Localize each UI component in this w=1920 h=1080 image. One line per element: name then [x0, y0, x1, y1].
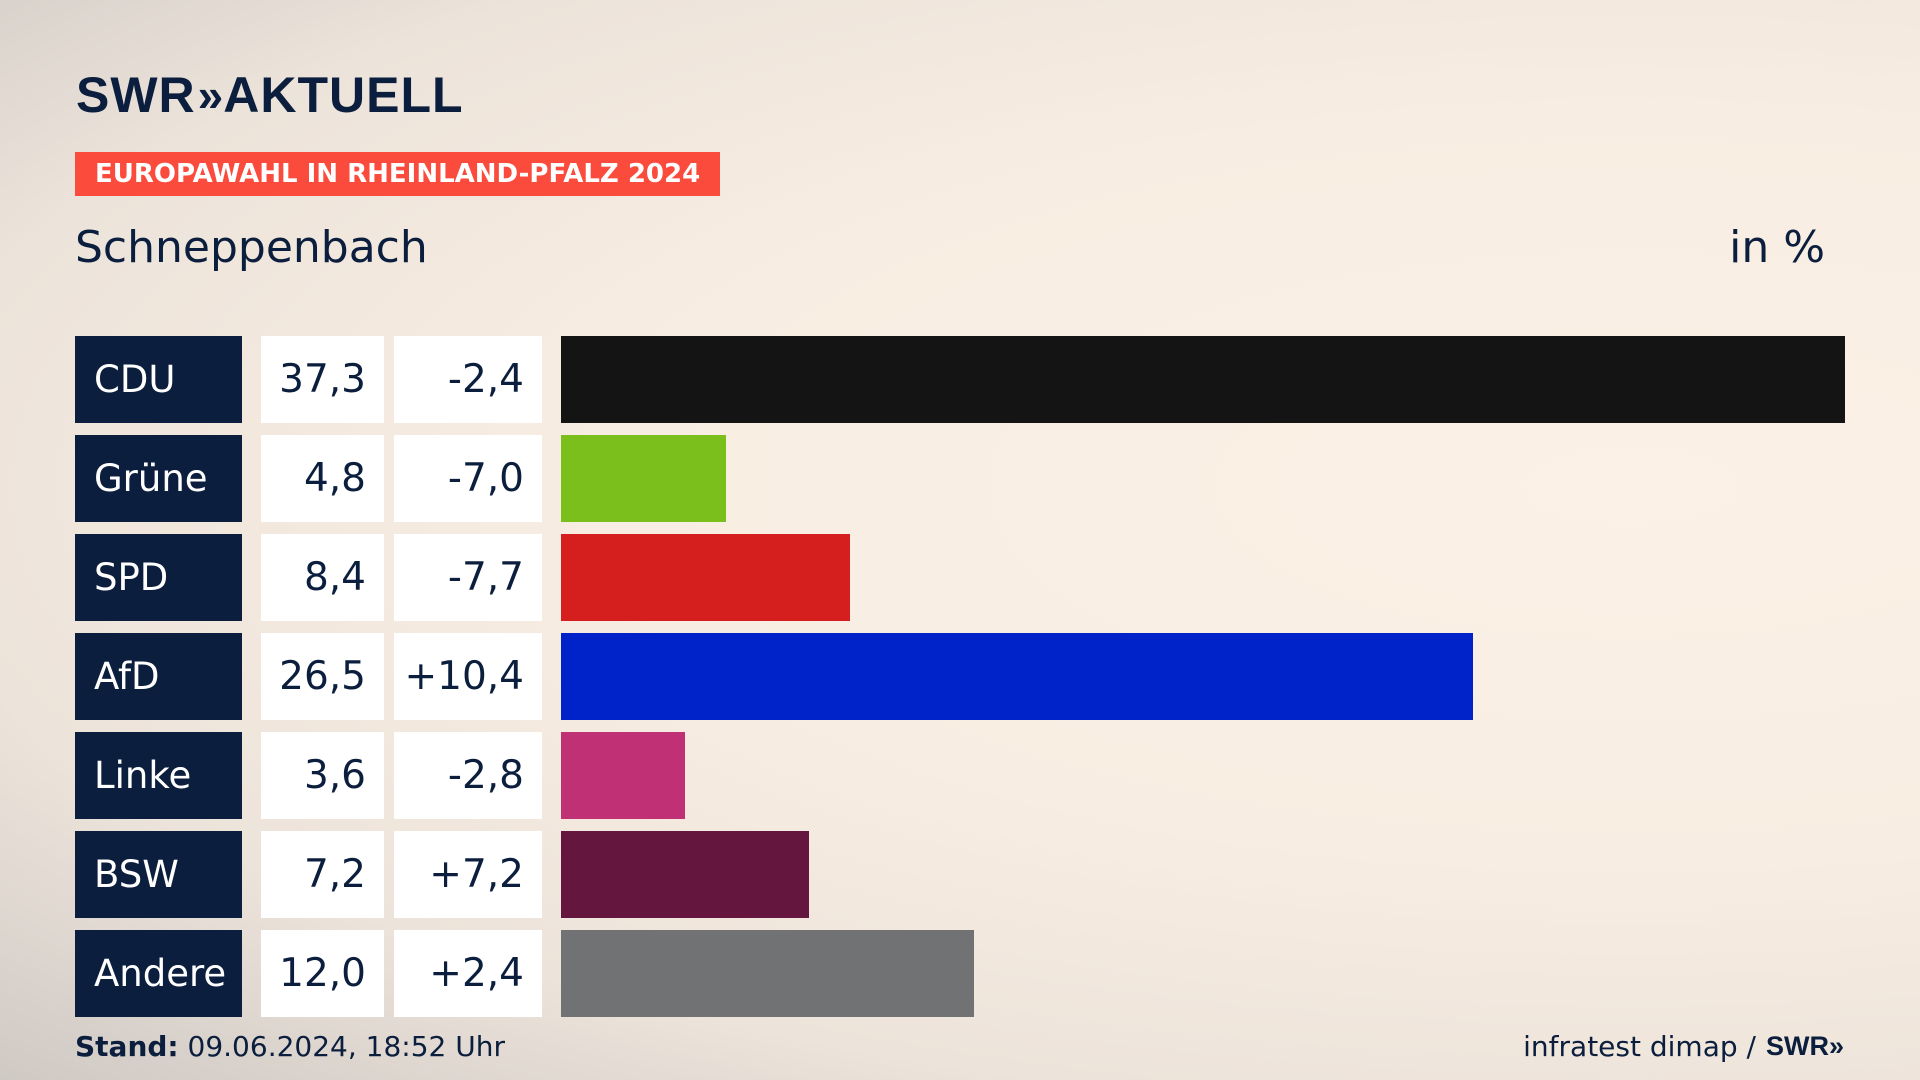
party-label: CDU [75, 336, 242, 423]
logo-aktuell: AKTUELL [223, 67, 464, 123]
vote-share-bar [561, 930, 974, 1017]
vote-change-label: +7,2 [394, 831, 542, 918]
stand-value: 09.06.2024, 18:52 Uhr [187, 1030, 505, 1063]
vote-share-bar [561, 435, 726, 522]
vote-share-label: 12,0 [261, 930, 384, 1017]
source-text: infratest dimap / [1523, 1030, 1756, 1063]
party-row: Linke 3,6 -2,8 [75, 732, 1845, 819]
source-chevron-icon: » [1828, 1031, 1844, 1061]
logo-swr: SWR [76, 67, 196, 123]
unit-label: in % [1729, 222, 1825, 273]
election-badge: EUROPAWAHL IN RHEINLAND-PFALZ 2024 [75, 152, 721, 196]
swr-aktuell-logo: SWR » AKTUELL [76, 66, 464, 124]
vote-share-label: 26,5 [261, 633, 384, 720]
vote-change-label: -2,8 [394, 732, 542, 819]
party-label: Andere [75, 930, 242, 1017]
vote-change-label: +10,4 [394, 633, 542, 720]
source-swr-logo: SWR» [1765, 1031, 1844, 1061]
timestamp: Stand: 09.06.2024, 18:52 Uhr [75, 1030, 505, 1063]
party-row: SPD 8,4 -7,7 [75, 534, 1845, 621]
vote-share-label: 7,2 [261, 831, 384, 918]
vote-share-bar [561, 336, 1845, 423]
vote-change-label: -7,0 [394, 435, 542, 522]
source-credit: infratest dimap / SWR» [1523, 1030, 1844, 1063]
party-row: BSW 7,2 +7,2 [75, 831, 1845, 918]
vote-share-label: 3,6 [261, 732, 384, 819]
vote-change-label: -7,7 [394, 534, 542, 621]
party-row: Andere 12,0 +2,4 [75, 930, 1845, 1017]
vote-share-bar [561, 534, 850, 621]
stand-label: Stand: [75, 1030, 179, 1063]
vote-share-label: 37,3 [261, 336, 384, 423]
vote-share-bar [561, 633, 1473, 720]
party-row: Grüne 4,8 -7,0 [75, 435, 1845, 522]
vote-share-bar [561, 732, 685, 819]
party-label: SPD [75, 534, 242, 621]
vote-share-label: 4,8 [261, 435, 384, 522]
party-label: Linke [75, 732, 242, 819]
place-title: Schneppenbach [75, 222, 428, 273]
vote-change-label: -2,4 [394, 336, 542, 423]
party-row: AfD 26,5 +10,4 [75, 633, 1845, 720]
vote-share-label: 8,4 [261, 534, 384, 621]
vote-change-label: +2,4 [394, 930, 542, 1017]
party-label: AfD [75, 633, 242, 720]
logo-chevron-icon: » [197, 69, 223, 121]
vote-share-bar [561, 831, 809, 918]
party-label: BSW [75, 831, 242, 918]
party-row: CDU 37,3 -2,4 [75, 336, 1845, 423]
party-label: Grüne [75, 435, 242, 522]
